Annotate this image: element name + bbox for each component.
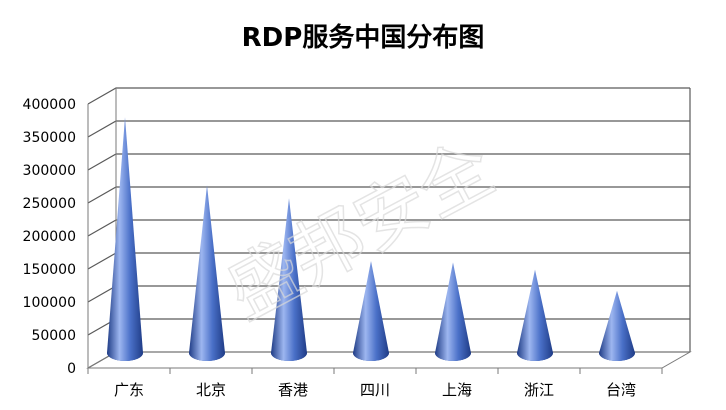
x-tick-label: 台湾 [606, 381, 636, 399]
y-tick-label: 150000 [23, 262, 76, 278]
bar [107, 117, 143, 362]
y-tick-label: 0 [67, 361, 76, 377]
bar [271, 198, 307, 361]
y-tick-label: 200000 [23, 229, 76, 245]
x-tick-label: 北京 [196, 381, 226, 399]
chart-title: RDP服务中国分布图 [242, 23, 485, 53]
bar [189, 185, 225, 361]
x-tick-label: 广东 [114, 381, 144, 399]
watermark: 盛邦安全 [213, 125, 507, 334]
gridline [87, 87, 690, 105]
x-tick-label: 上海 [442, 381, 472, 399]
bar [599, 290, 635, 361]
x-tick-label: 浙江 [524, 381, 554, 399]
y-tick-label: 350000 [23, 130, 76, 146]
y-tick-label: 400000 [23, 97, 76, 113]
y-tick-label: 50000 [31, 328, 76, 344]
y-axis-tick-labels: 0 50000 100000 150000 200000 250000 300000 3500… [23, 97, 76, 377]
x-tick-label: 四川 [360, 381, 390, 399]
gridline [87, 318, 690, 336]
y-tick-label: 300000 [23, 163, 76, 179]
floor [86, 351, 692, 369]
x-tick-label: 香港 [278, 381, 308, 399]
gridline [87, 120, 690, 138]
x-axis-tick-labels: 广东 北京 香港 四川 上海 浙江 台湾 [114, 381, 636, 399]
bars [107, 117, 635, 362]
bar [353, 261, 389, 361]
bar [435, 262, 471, 361]
gridline [87, 285, 690, 303]
y-tick-label: 100000 [23, 295, 76, 311]
bar [517, 269, 553, 361]
y-tick-label: 250000 [23, 196, 76, 212]
